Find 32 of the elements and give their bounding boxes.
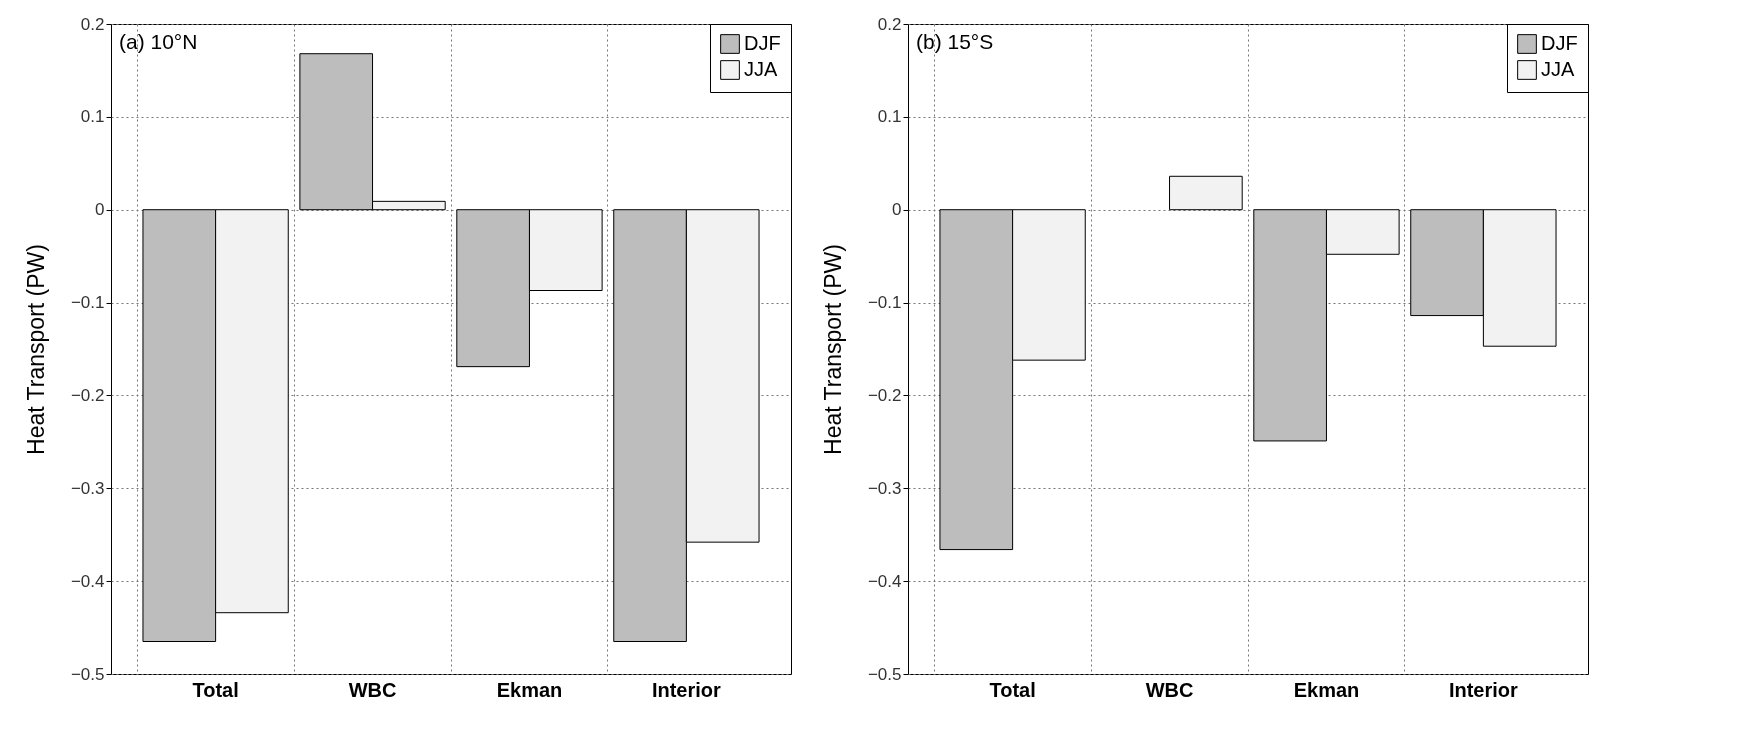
x-tick-label: Total xyxy=(192,678,239,701)
y-tick-label: 0 xyxy=(892,200,902,220)
y-tick-label: −0.1 xyxy=(70,293,105,313)
y-tick-label: −0.2 xyxy=(70,385,105,405)
x-tick-label: WBC xyxy=(1145,678,1194,701)
y-axis-title: Heat Transport (PW) xyxy=(22,244,49,455)
legend-label: DJF xyxy=(744,32,781,54)
x-tick-label: Ekman xyxy=(496,678,563,701)
legend-label: JJA xyxy=(1541,58,1575,80)
legend-label: DJF xyxy=(1541,32,1578,54)
y-tick-label: −0.3 xyxy=(867,478,902,498)
y-tick-label: −0.4 xyxy=(70,571,105,591)
y-tick-label: 0.1 xyxy=(877,107,902,127)
y-tick-label: −0.5 xyxy=(867,664,902,684)
x-tick-label: Interior xyxy=(651,678,722,701)
y-tick-label: 0.2 xyxy=(80,14,105,34)
y-tick-label: −0.4 xyxy=(867,571,902,591)
chart-title: (b) 15°S xyxy=(916,30,994,53)
y-axis-title: Heat Transport (PW) xyxy=(819,244,846,455)
y-tick-label: −0.2 xyxy=(867,385,902,405)
y-tick-label: −0.1 xyxy=(867,293,902,313)
y-tick-label: 0.1 xyxy=(80,107,105,127)
x-tick-label: Total xyxy=(989,678,1036,701)
y-tick-label: −0.5 xyxy=(70,664,105,684)
chart-title: (a) 10°N xyxy=(119,30,198,53)
y-tick-label: 0.2 xyxy=(877,14,902,34)
x-tick-label: Ekman xyxy=(1293,678,1360,701)
y-tick-label: −0.3 xyxy=(70,478,105,498)
x-tick-label: Interior xyxy=(1448,678,1519,701)
legend-label: JJA xyxy=(744,58,778,80)
y-tick-label: 0 xyxy=(95,200,105,220)
x-tick-label: WBC xyxy=(348,678,397,701)
